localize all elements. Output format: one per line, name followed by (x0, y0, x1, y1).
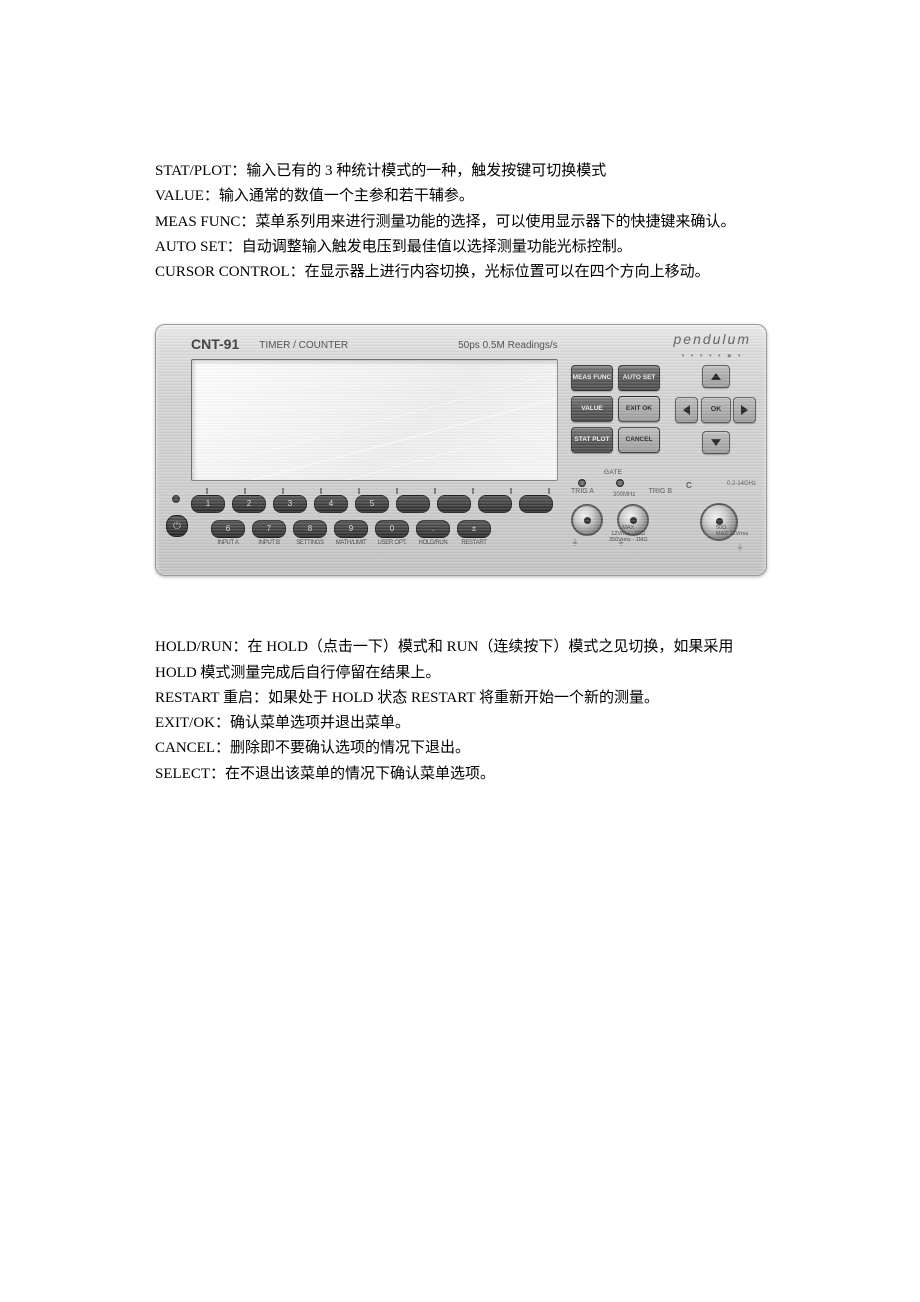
lbl-input-b: INPUT B (252, 539, 286, 548)
arrow-right-button[interactable] (733, 397, 756, 423)
screen-tick (396, 488, 398, 494)
ok-button[interactable]: OK (701, 397, 731, 423)
value-button[interactable]: VALUE (571, 396, 613, 422)
screen-tick (320, 488, 322, 494)
softkey-2[interactable]: 2 (232, 495, 266, 513)
max-ab-label-3: 350Vrms - 1MΩ (609, 537, 647, 543)
input-c-label: C (686, 480, 692, 492)
brand-dots: • • • • • ● • (674, 350, 752, 362)
numkey-dot[interactable]: . (416, 520, 450, 538)
softkey-1[interactable]: 1 (191, 495, 225, 513)
device-subtitle: TIMER / COUNTER (259, 338, 348, 354)
screen-tick (244, 488, 246, 494)
bnc-input-a[interactable] (571, 504, 603, 536)
arrow-down-button[interactable] (702, 431, 730, 454)
screen-tick (434, 488, 436, 494)
screen-tick (282, 488, 284, 494)
chevron-up-icon (711, 373, 721, 380)
input-c-range: 0.2-14GHz (727, 480, 756, 492)
cancel-button[interactable]: CANCEL (618, 427, 660, 453)
screen-tick (206, 488, 208, 494)
freq-300mhz-label: 300MHz (613, 491, 635, 500)
arrow-up-button[interactable] (702, 365, 730, 388)
gate-led (578, 479, 586, 487)
screen-tick (510, 488, 512, 494)
softkey-blank-1[interactable] (396, 495, 430, 513)
chevron-left-icon (683, 405, 690, 415)
para-exit-ok: EXIT/OK：确认菜单选项并退出菜单。 (155, 712, 765, 735)
para-cursor-control: CURSOR CONTROL：在显示器上进行内容切换，光标位置可以在四个方向上移… (155, 261, 765, 284)
trig-b-label: TRIG B (649, 487, 672, 498)
device-front-panel: CNT-91 TIMER / COUNTER 50ps 0.5M Reading… (155, 324, 767, 576)
screen-tick (358, 488, 360, 494)
numkey-0[interactable]: 0 (375, 520, 409, 538)
lbl-hold-run: HOLD/RUN (416, 539, 450, 548)
para-stat-plot: STAT/PLOT：输入已有的 3 种统计模式的一种，触发按键可切换模式 (155, 160, 765, 183)
para-hold-run-2: HOLD 模式测量完成后自行停留在结果上。 (155, 662, 765, 685)
gate-label: GATE (604, 468, 622, 478)
numkey-pm[interactable]: ± (457, 520, 491, 538)
device-model: CNT-91 (191, 334, 239, 356)
softkey-4[interactable]: 4 (314, 495, 348, 513)
numkey-8[interactable]: 8 (293, 520, 327, 538)
para-restart: RESTART 重启：如果处于 HOLD 状态 RESTART 将重新开始一个新… (155, 687, 765, 710)
lcd-screen (191, 359, 558, 481)
auto-set-button[interactable]: AUTO SET (618, 365, 660, 391)
arrow-left-button[interactable] (675, 397, 698, 423)
para-select: SELECT：在不退出该菜单的情况下确认菜单选项。 (155, 763, 765, 786)
softkey-blank-2[interactable] (437, 495, 471, 513)
softkey-blank-4[interactable] (519, 495, 553, 513)
softkey-3[interactable]: 3 (273, 495, 307, 513)
softkey-5[interactable]: 5 (355, 495, 389, 513)
device-header-mid: 50ps 0.5M Readings/s (458, 338, 558, 354)
numkey-6[interactable]: 6 (211, 520, 245, 538)
lbl-user-opt: USER OPT. (375, 539, 409, 548)
screen-tick (472, 488, 474, 494)
para-hold-run-1: HOLD/RUN：在 HOLD（点击一下）模式和 RUN（连续按下）模式之见切换… (155, 636, 765, 659)
brand-label: pendulum (674, 331, 752, 347)
ground-icon: ⏚ (571, 537, 603, 549)
softkey-blank-3[interactable] (478, 495, 512, 513)
lbl-math-limit: MATH/LIMIT (334, 539, 368, 548)
para-auto-set: AUTO SET：自动调整输入触发电压到最佳值以选择测量功能光标控制。 (155, 236, 765, 259)
power-button[interactable]: ⏻ (166, 515, 188, 537)
trig-a-label: TRIG A (571, 487, 594, 498)
max-c-label-2: MAX 12Vrms (716, 531, 748, 537)
lbl-settings: SETTINGS (293, 539, 327, 548)
stat-plot-button[interactable]: STAT PLOT (571, 427, 613, 453)
lbl-input-a: INPUT A (211, 539, 245, 548)
numkey-9[interactable]: 9 (334, 520, 368, 538)
chevron-down-icon (711, 439, 721, 446)
chevron-right-icon (741, 405, 748, 415)
meas-func-button[interactable]: MEAS FUNC (571, 365, 613, 391)
para-meas-func: MEAS FUNC：菜单系列用来进行测量功能的选择，可以使用显示器下的快捷键来确… (155, 211, 765, 234)
lbl-restart: RESTART (457, 539, 491, 548)
exit-ok-button[interactable]: EXIT OK (618, 396, 660, 422)
para-value: VALUE：输入通常的数值一个主参和若干辅参。 (155, 185, 765, 208)
power-led (172, 495, 180, 503)
numkey-7[interactable]: 7 (252, 520, 286, 538)
para-cancel: CANCEL：删除即不要确认选项的情况下退出。 (155, 737, 765, 760)
screen-tick (548, 488, 550, 494)
trig-b-led (616, 479, 624, 487)
ground-icon: ⏚ (736, 542, 756, 554)
